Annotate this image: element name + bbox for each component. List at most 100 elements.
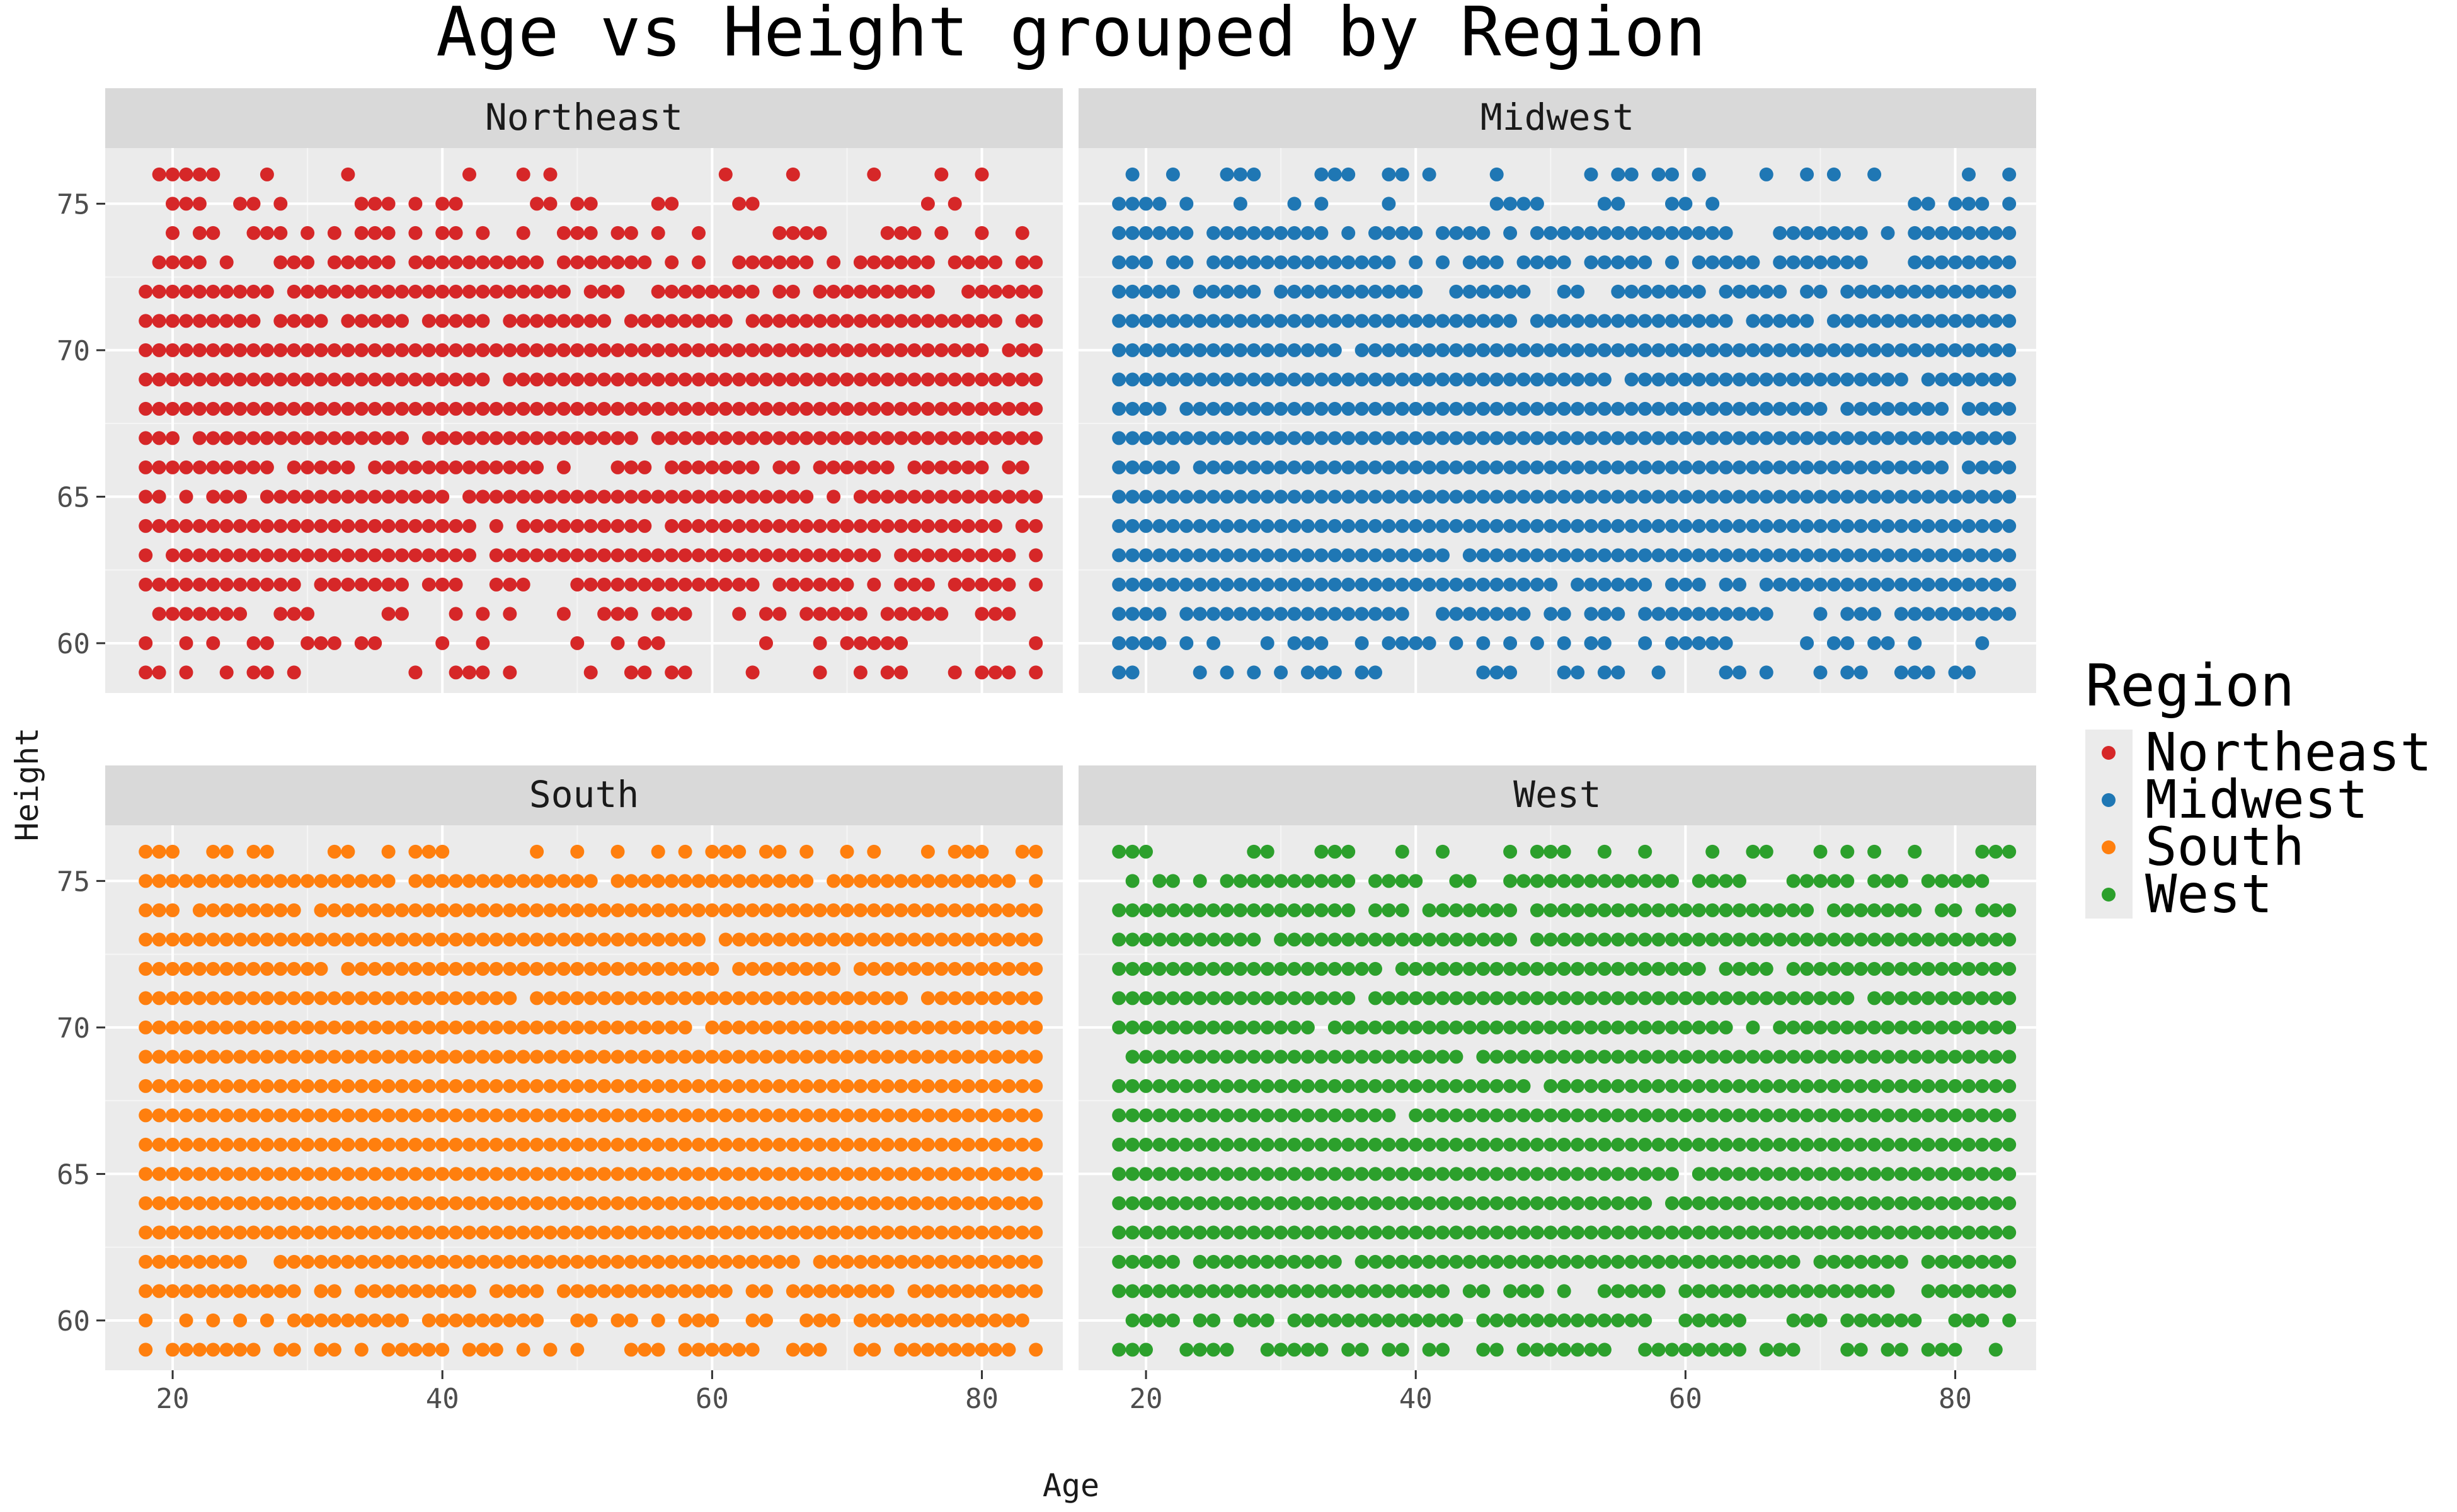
- data-point: [570, 844, 585, 859]
- data-point: [462, 401, 476, 416]
- data-point: [1422, 1196, 1436, 1210]
- data-point: [1826, 1254, 1841, 1269]
- data-point: [1692, 1108, 1706, 1123]
- data-point: [1908, 1167, 1922, 1181]
- data-point: [476, 431, 490, 445]
- data-point: [287, 932, 301, 947]
- data-point: [354, 1079, 369, 1093]
- data-point: [421, 431, 436, 445]
- data-point: [1530, 343, 1544, 357]
- data-point: [610, 284, 625, 299]
- data-point: [1948, 577, 1962, 592]
- data-point: [1193, 1167, 1207, 1181]
- data-point: [1544, 401, 1558, 416]
- data-point: [219, 490, 234, 504]
- data-point: [1436, 1343, 1450, 1357]
- data-point: [920, 197, 935, 211]
- data-point: [1867, 490, 1882, 504]
- data-point: [1800, 932, 1814, 947]
- data-point: [1988, 490, 2003, 504]
- data-point: [1436, 1225, 1450, 1240]
- data-point: [867, 1108, 881, 1123]
- data-point: [1327, 874, 1342, 888]
- data-point: [1503, 932, 1518, 947]
- data-point: [759, 548, 773, 563]
- data-point: [2002, 431, 2017, 445]
- data-point: [556, 1137, 571, 1152]
- data-point: [233, 197, 248, 211]
- data-point: [327, 518, 341, 533]
- data-point: [246, 372, 261, 387]
- data-point: [354, 431, 369, 445]
- data-point: [1826, 460, 1841, 474]
- data-point: [1206, 903, 1221, 917]
- data-point: [1544, 255, 1558, 270]
- data-point: [1152, 636, 1167, 650]
- data-point: [1773, 518, 1787, 533]
- data-point: [867, 1079, 881, 1093]
- data-point: [543, 372, 558, 387]
- data-point: [206, 490, 220, 504]
- data-point: [246, 844, 261, 859]
- data-point: [462, 1167, 476, 1181]
- data-point: [1719, 1020, 1733, 1034]
- data-point: [233, 903, 248, 917]
- data-point: [799, 518, 814, 533]
- data-point: [745, 991, 760, 1005]
- legend-label: West: [2145, 863, 2272, 925]
- data-point: [1220, 1167, 1234, 1181]
- data-point: [665, 1167, 679, 1181]
- data-point: [570, 343, 585, 357]
- data-point: [287, 255, 301, 270]
- data-point: [745, 577, 760, 592]
- data-point: [1247, 518, 1261, 533]
- data-point: [381, 226, 396, 240]
- data-point: [1166, 284, 1180, 299]
- data-point: [1786, 548, 1801, 563]
- data-point: [1908, 636, 1922, 650]
- data-point: [246, 1225, 261, 1240]
- data-point: [1341, 548, 1356, 563]
- data-point: [1571, 1167, 1585, 1181]
- data-point: [678, 401, 692, 416]
- data-point: [530, 1254, 544, 1269]
- data-point: [1287, 1284, 1302, 1298]
- data-point: [610, 401, 625, 416]
- data-point: [179, 961, 193, 976]
- data-point: [1948, 932, 1962, 947]
- data-point: [1516, 431, 1531, 445]
- data-point: [1300, 903, 1315, 917]
- data-point: [1002, 490, 1016, 504]
- data-point: [799, 1050, 814, 1064]
- data-point: [1773, 284, 1787, 299]
- data-point: [1881, 1313, 1895, 1327]
- data-point: [1341, 518, 1356, 533]
- data-point: [1611, 460, 1625, 474]
- data-point: [692, 577, 706, 592]
- data-point: [1489, 1020, 1504, 1034]
- data-point: [476, 932, 490, 947]
- data-point: [1867, 991, 1882, 1005]
- data-point: [1571, 1343, 1585, 1357]
- data-point: [1516, 577, 1531, 592]
- data-point: [1422, 932, 1436, 947]
- data-point: [1678, 932, 1693, 947]
- data-point: [1029, 665, 1043, 680]
- data-point: [813, 226, 827, 240]
- data-point: [179, 343, 193, 357]
- data-point: [1800, 874, 1814, 888]
- data-point: [1800, 255, 1814, 270]
- data-point: [745, 1313, 760, 1327]
- data-point: [1206, 1137, 1221, 1152]
- data-point: [503, 284, 517, 299]
- data-point: [1826, 1225, 1841, 1240]
- data-point: [678, 284, 692, 299]
- data-point: [1341, 1196, 1356, 1210]
- data-point: [840, 636, 854, 650]
- data-point: [975, 1167, 989, 1181]
- data-point: [1571, 490, 1585, 504]
- data-point: [1624, 874, 1639, 888]
- data-point: [1705, 548, 1720, 563]
- data-point: [1274, 903, 1288, 917]
- data-point: [139, 460, 153, 474]
